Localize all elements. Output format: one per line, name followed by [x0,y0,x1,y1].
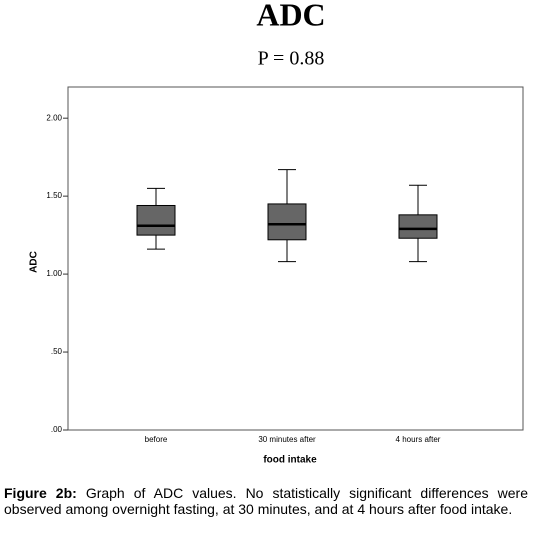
chart: ADC P = 0.88 food intake ADC .00 .50 1.00 1… [29,0,524,466]
x-tick-label: 30 minutes after [258,435,316,444]
caption-text: Graph of ADC values. No statistically si… [4,485,529,517]
y-axis-label: ADC [29,251,40,273]
caption: Figure 2b: Graph of ADC values. No stati… [4,485,528,517]
caption-label: Figure 2b: [4,485,77,501]
y-tick-label: 2.00 [46,113,62,122]
box [398,214,438,239]
x-axis-label: food intake [263,455,317,466]
y-tick-label: 1.00 [46,269,62,278]
chart-title: ADC [256,0,325,32]
plot-frame [67,86,524,431]
y-tick-label: .50 [51,347,63,356]
box [267,203,307,241]
box [136,204,176,236]
chart-subtitle: P = 0.88 [258,48,325,70]
x-tick-label: before [145,435,168,444]
y-tick-label: .00 [51,425,63,434]
x-tick-label: 4 hours after [396,435,441,444]
y-tick-label: 1.50 [46,191,62,200]
